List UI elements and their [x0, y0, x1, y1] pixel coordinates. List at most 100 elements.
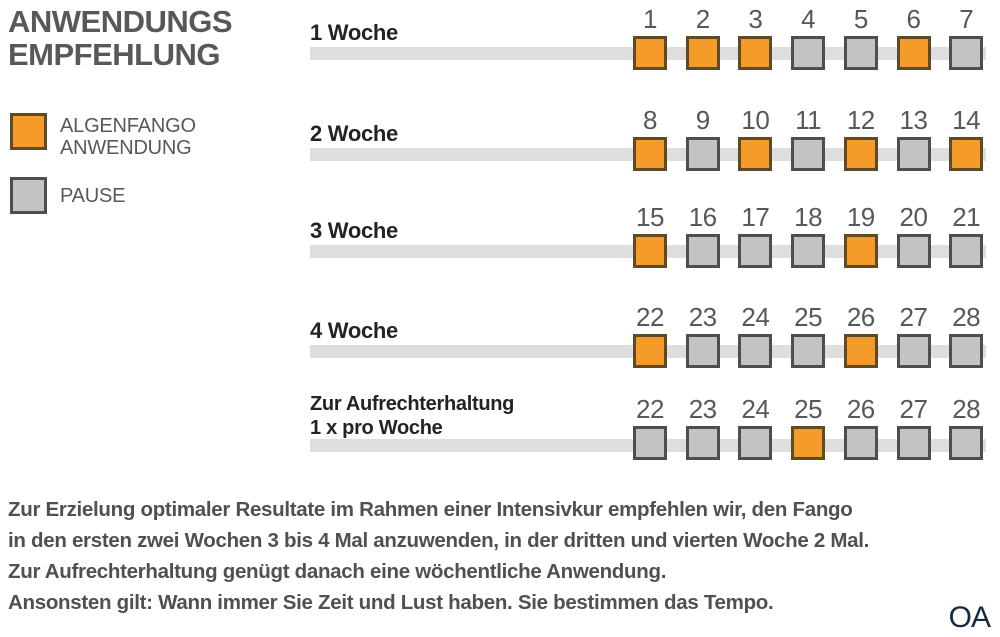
anwendung-square [843, 234, 878, 268]
footer-line-2: in den ersten zwei Wochen 3 bis 4 Mal an… [8, 529, 870, 552]
day-number: 8 [643, 105, 657, 135]
day-number: 22 [636, 394, 664, 424]
day-number: 27 [899, 302, 928, 332]
day-number: 20 [899, 202, 928, 232]
week-row: 4 Woche 22 23 24 25 26 27 28 [0, 302, 1000, 374]
day-number: 28 [952, 302, 981, 332]
week-row-label-line: 3 Woche [310, 218, 398, 243]
legend-label-anwendung: ALGENFANGO ANWENDUNG [60, 113, 196, 159]
day-number: 26 [846, 302, 875, 332]
anwendung-square [738, 137, 773, 171]
day-number: 12 [846, 105, 875, 135]
pause-square [896, 234, 931, 268]
pause-square [791, 234, 826, 268]
page-title-line2: EMPFEHLUNG [8, 37, 221, 72]
day-number: 10 [741, 105, 770, 135]
legend-anwendung-line2: ANWENDUNG [60, 137, 192, 159]
day-number: 19 [846, 202, 875, 232]
day-number: 27 [899, 394, 928, 424]
week-row: 3 Woche 15 16 17 18 19 20 21 [0, 202, 1000, 274]
day-cell: 12 [843, 105, 878, 171]
day-cell: 25 [791, 302, 826, 368]
pause-square [633, 426, 667, 460]
day-number: 25 [794, 302, 823, 332]
day-cell: 14 [949, 105, 984, 171]
pause-square [738, 426, 773, 460]
day-number: 4 [801, 4, 816, 34]
day-cell: 10 [738, 105, 773, 171]
anwendung-square [633, 334, 667, 368]
anwendung-swatch-icon [10, 113, 47, 150]
day-cell: 28 [949, 302, 984, 368]
day-cell: 22 [633, 394, 667, 460]
anwendung-square [685, 36, 720, 70]
week-row-label-line: 1 Woche [310, 20, 398, 45]
day-cell: 24 [738, 302, 773, 368]
anwendung-square [633, 137, 667, 171]
day-cell: 2 [685, 4, 720, 70]
legend-label-pause: PAUSE [60, 185, 126, 207]
pause-square [843, 36, 878, 70]
week-row-label-line: 2 Woche [310, 121, 398, 146]
day-cell: 5 [843, 4, 878, 70]
pause-square [949, 426, 984, 460]
anwendung-square [949, 137, 984, 171]
pause-square [843, 426, 878, 460]
pause-square [791, 137, 826, 171]
day-number: 5 [853, 4, 868, 34]
day-cell: 4 [791, 4, 826, 70]
day-number: 3 [748, 4, 763, 34]
day-cell: 3 [738, 4, 773, 70]
anwendung-square [633, 234, 667, 268]
pause-square [949, 334, 984, 368]
anwendung-square [791, 426, 826, 460]
day-number: 24 [741, 394, 770, 424]
week-row-label: 3 Woche [310, 218, 398, 243]
day-number: 7 [959, 4, 974, 34]
day-cell: 15 [633, 202, 667, 268]
pause-square [896, 426, 931, 460]
anwendung-square [633, 36, 667, 70]
day-cell: 11 [791, 105, 826, 171]
day-number: 6 [906, 4, 921, 34]
day-cell: 27 [896, 302, 931, 368]
week-row: 2 Woche 8 9 10 11 12 13 14 [0, 105, 1000, 177]
day-cell: 18 [791, 202, 826, 268]
page-title-line1: ANWENDUNGS [8, 4, 233, 39]
anwendung-square [738, 36, 773, 70]
day-number: 9 [695, 105, 710, 135]
day-number: 1 [643, 4, 657, 34]
pause-square [738, 234, 773, 268]
day-number: 18 [794, 202, 823, 232]
day-cell: 23 [685, 394, 720, 460]
pause-square [949, 234, 984, 268]
week-row-label-line: 4 Woche [310, 318, 398, 343]
day-cell: 26 [843, 302, 878, 368]
anwendung-square [843, 137, 878, 171]
day-cell: 24 [738, 394, 773, 460]
pause-square [685, 137, 720, 171]
day-number: 21 [952, 202, 981, 232]
day-number: 28 [952, 394, 981, 424]
day-number: 22 [636, 302, 664, 332]
day-number: 23 [688, 394, 717, 424]
legend-anwendung-line1: ALGENFANGO [60, 115, 196, 137]
day-cell: 22 [633, 302, 667, 368]
legend-item-pause: PAUSE [10, 177, 126, 214]
footer-line-3: Zur Aufrechterhaltung genügt danach eine… [8, 560, 667, 583]
day-cell: 17 [738, 202, 773, 268]
pause-square [949, 36, 984, 70]
pause-square [738, 334, 773, 368]
day-number: 16 [688, 202, 717, 232]
day-number: 15 [636, 202, 664, 232]
day-number: 24 [741, 302, 770, 332]
page-title: ANWENDUNGS EMPFEHLUNG [8, 4, 233, 72]
day-cell: 9 [685, 105, 720, 171]
day-cell: 8 [633, 105, 667, 171]
week-row: 1 Woche 1 2 3 4 5 6 7 [0, 4, 1000, 76]
day-number: 26 [846, 394, 875, 424]
week-row-label: 4 Woche [310, 318, 398, 343]
day-cell: 28 [949, 394, 984, 460]
day-number: 14 [952, 105, 981, 135]
